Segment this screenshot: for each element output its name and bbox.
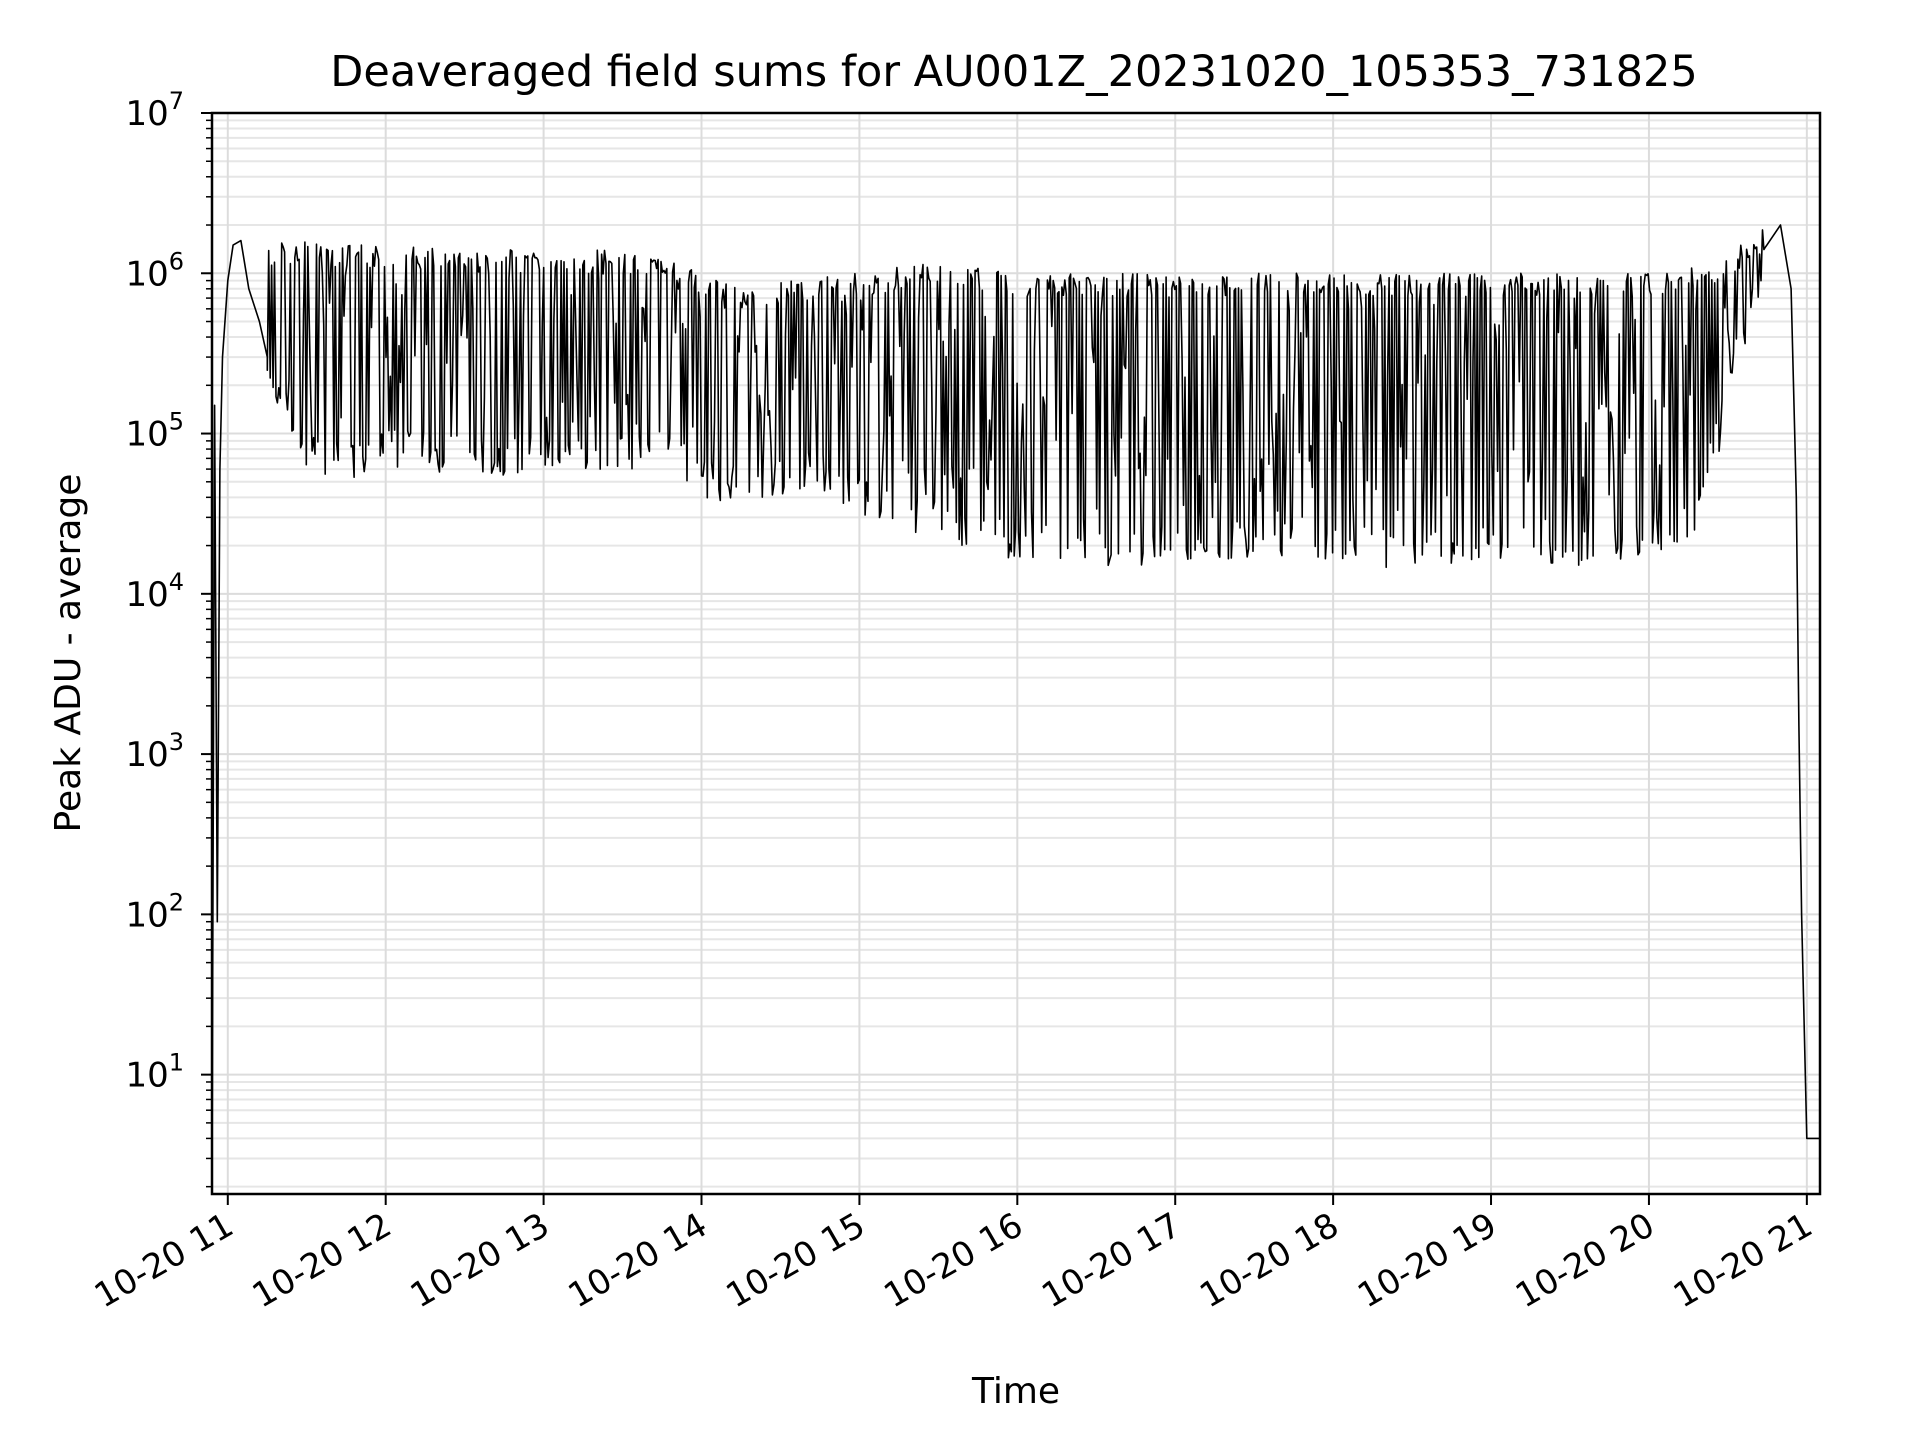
series-line [211, 224, 1820, 1187]
x-tick-label: 10-20 15 [720, 1205, 872, 1316]
y-tick-label: 101 [125, 1049, 184, 1096]
y-tick-label: 104 [125, 568, 184, 615]
x-tick-label: 10-20 20 [1509, 1205, 1661, 1316]
x-tick-label: 10-20 11 [88, 1205, 240, 1316]
x-tick-label: 10-20 18 [1193, 1205, 1345, 1316]
y-tick-label: 107 [125, 87, 184, 134]
x-tick-label: 10-20 16 [877, 1205, 1029, 1316]
chart-title: Deaveraged field sums for AU001Z_2023102… [330, 47, 1698, 97]
plot-frame [210, 111, 1822, 1196]
x-axis-label: Time [971, 1371, 1060, 1412]
y-tick-label: 105 [125, 408, 184, 455]
y-tick-label: 103 [125, 728, 184, 775]
series-layer [211, 224, 1820, 1187]
x-tick-label: 10-20 19 [1351, 1205, 1503, 1316]
y-axis: 101 102 103 104 105 106 107 [125, 87, 212, 1188]
x-tick-label: 10-20 17 [1035, 1205, 1187, 1316]
y-axis-label: Peak ADU - average [48, 474, 89, 833]
x-axis: 10-20 11 10-20 12 10-20 13 10-20 14 10-20 15… [88, 1194, 1819, 1316]
x-tick-label: 10-20 21 [1667, 1205, 1819, 1316]
y-tick-label: 106 [125, 247, 184, 294]
grid [212, 113, 1820, 1194]
x-tick-label: 10-20 13 [404, 1205, 556, 1316]
x-tick-label: 10-20 12 [246, 1205, 398, 1316]
x-tick-label: 10-20 14 [562, 1205, 714, 1316]
y-tick-label: 102 [125, 888, 184, 935]
